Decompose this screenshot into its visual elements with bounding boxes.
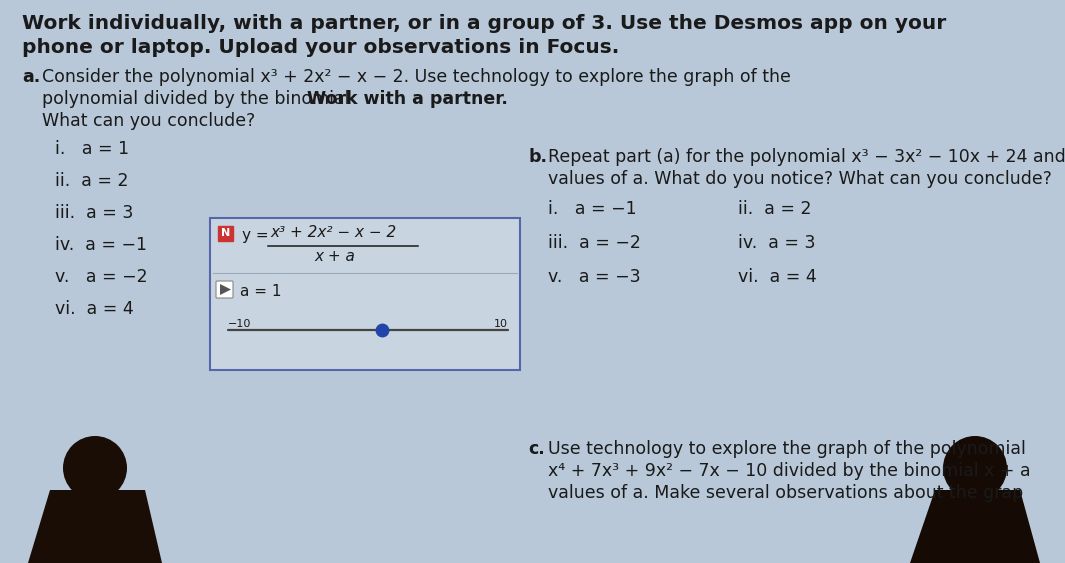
Text: polynomial divided by the binomial: polynomial divided by the binomial: [42, 90, 349, 108]
Text: iii.  a = −2: iii. a = −2: [548, 234, 641, 252]
Text: What can you conclude?: What can you conclude?: [42, 112, 256, 130]
Text: −10: −10: [228, 319, 251, 329]
Text: i.   a = −1: i. a = −1: [548, 200, 637, 218]
Text: Consider the polynomial x³ + 2x² − x − 2. Use technology to explore the graph of: Consider the polynomial x³ + 2x² − x − 2…: [42, 68, 791, 86]
Text: iv.  a = 3: iv. a = 3: [738, 234, 816, 252]
Text: x³ + 2x² − x − 2: x³ + 2x² − x − 2: [271, 225, 396, 240]
Circle shape: [943, 436, 1007, 500]
Text: iv.  a = −1: iv. a = −1: [55, 236, 147, 254]
Circle shape: [63, 436, 127, 500]
Text: Work with a partner.: Work with a partner.: [307, 90, 508, 108]
Text: b.: b.: [528, 148, 547, 166]
FancyBboxPatch shape: [216, 281, 233, 298]
Text: values of a. Make several observations about the grap: values of a. Make several observations a…: [548, 484, 1023, 502]
Text: iii.  a = 3: iii. a = 3: [55, 204, 133, 222]
Polygon shape: [28, 490, 162, 563]
Text: Use technology to explore the graph of the polynomial: Use technology to explore the graph of t…: [548, 440, 1026, 458]
Text: 10: 10: [494, 319, 508, 329]
Text: vi.  a = 4: vi. a = 4: [55, 300, 134, 318]
Text: a = 1: a = 1: [240, 284, 281, 299]
Polygon shape: [220, 284, 231, 295]
Text: x + a: x + a: [314, 249, 355, 264]
Text: Work individually, with a partner, or in a group of 3. Use the Desmos app on you: Work individually, with a partner, or in…: [22, 14, 946, 33]
Bar: [218, 226, 233, 241]
Text: vi.  a = 4: vi. a = 4: [738, 268, 817, 286]
Text: Repeat part (a) for the polynomial x³ − 3x² − 10x + 24 and the gi: Repeat part (a) for the polynomial x³ − …: [548, 148, 1065, 166]
Text: i.   a = 1: i. a = 1: [55, 140, 129, 158]
Text: ii.  a = 2: ii. a = 2: [55, 172, 129, 190]
Text: v.   a = −3: v. a = −3: [548, 268, 641, 286]
Text: phone or laptop. Upload your observations in Focus.: phone or laptop. Upload your observation…: [22, 38, 619, 57]
Polygon shape: [910, 490, 1041, 563]
Text: values of a. What do you notice? What can you conclude?: values of a. What do you notice? What ca…: [548, 170, 1052, 188]
Text: N: N: [220, 229, 230, 239]
Text: y =: y =: [242, 228, 268, 243]
Text: ii.  a = 2: ii. a = 2: [738, 200, 812, 218]
Text: c.: c.: [528, 440, 545, 458]
Text: v.   a = −2: v. a = −2: [55, 268, 148, 286]
Bar: [210, 218, 520, 370]
Text: x⁴ + 7x³ + 9x² − 7x − 10 divided by the binomial x + a: x⁴ + 7x³ + 9x² − 7x − 10 divided by the …: [548, 462, 1031, 480]
Text: a.: a.: [22, 68, 40, 86]
